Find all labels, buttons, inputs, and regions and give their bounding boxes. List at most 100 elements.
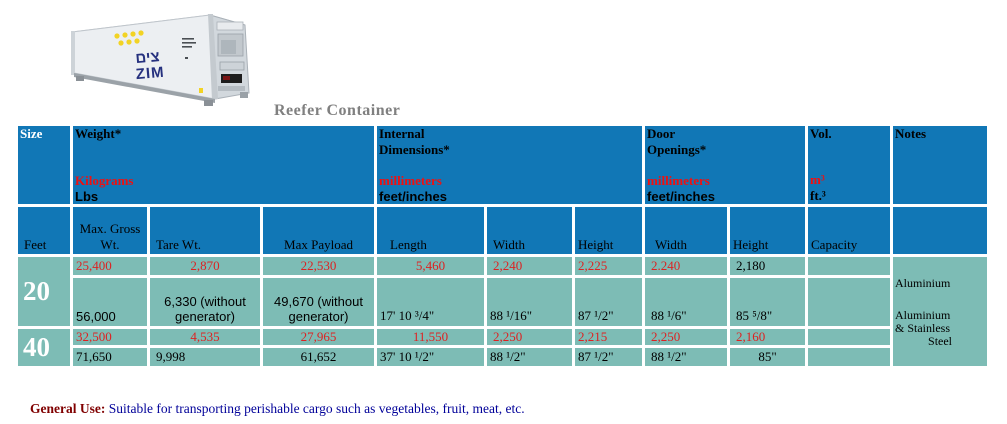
header-row-columns: Feet Max. Gross Wt. Tare Wt. Max Payload… <box>18 207 988 254</box>
cell-40-capacity-metric <box>808 329 891 345</box>
size-20-cell: 20 <box>18 257 70 326</box>
cell-20-in-door-height: 85 ⁵/8" <box>730 278 806 326</box>
size-40-label: 40 <box>23 332 50 362</box>
container-photo: צים ZIM <box>71 14 250 106</box>
cell-40-mm-door-width: 2,250 <box>645 329 728 345</box>
door-unit-metric: millimeters <box>647 173 710 188</box>
size-40-cell: 40 <box>18 329 70 366</box>
zim-logo-latin: ZIM <box>135 64 165 83</box>
zim-logo: צים ZIM <box>135 48 166 83</box>
row-40ft-imperial: 71,650 9,998 61,652 37' 10 ¹/2" 88 ¹/2" … <box>18 348 987 366</box>
internal-unit-metric: millimeters <box>379 173 442 188</box>
cell-40-kg-payload: 27,965 <box>263 329 375 345</box>
col-group-weight: Weight* Kilograms Lbs <box>73 126 375 204</box>
reefer-display <box>221 74 242 83</box>
cell-40-mm-length: 11,550 <box>377 329 485 345</box>
cell-40-lbs-tare: 9,998 <box>150 348 260 366</box>
subheader-max-gross-wt: Max. Gross Wt. <box>73 207 147 254</box>
reefer-vent <box>218 86 245 91</box>
subheader-feet: Feet <box>18 207 70 254</box>
reefer-mid-panel <box>219 61 245 71</box>
corner-fitting <box>240 92 248 98</box>
cell-20-mm-door-height: 2,180 <box>730 257 806 275</box>
stencil-markings <box>182 38 196 59</box>
col-header-notes: Notes <box>893 126 988 204</box>
cell-20-kg-tare: 2,870 <box>150 257 260 275</box>
cell-20-in-door-width: 88 ¹/6" <box>645 278 728 326</box>
size-header-label: Size <box>20 126 43 141</box>
subheader-capacity: Capacity <box>808 207 891 254</box>
corner-post <box>71 31 75 75</box>
subheader-door-width: Width <box>645 207 728 254</box>
subheader-door-height: Height <box>730 207 806 254</box>
reefer-grille <box>221 40 236 54</box>
cell-20-kg-gross: 25,400 <box>73 257 147 275</box>
cell-40-in-door-width: 88 ¹/2" <box>645 348 728 366</box>
cell-20-lbs-payload: 49,670 (without generator) <box>263 278 375 326</box>
col-header-size: Size <box>18 126 70 204</box>
subheader-tare-wt: Tare Wt. <box>150 207 260 254</box>
header-row-groups: Size Weight* Kilograms Lbs Internal Dime… <box>18 126 988 204</box>
row-20ft-metric: 20 25,400 2,870 22,530 5,460 2,240 2,225… <box>18 257 988 366</box>
col-group-volume: Vol. m³ ft.³ <box>808 126 891 204</box>
corner-fitting <box>76 76 84 81</box>
cell-40-mm-height: 2,215 <box>575 329 643 345</box>
col-group-door-openings: Door Openings* millimeters feet/inches <box>645 126 806 204</box>
door-unit-imperial: feet/inches <box>647 189 715 204</box>
cell-20-lbs-tare: 6,330 (without generator) <box>150 278 260 326</box>
reefer-top-panel <box>216 21 244 31</box>
corner-post <box>208 14 218 100</box>
cell-40-kg-gross: 32,500 <box>73 329 147 345</box>
notes-cell: Aluminium Aluminium & Stainless Steel <box>893 257 988 366</box>
subheader-height: Height <box>575 207 643 254</box>
page-title: Reefer Container <box>274 102 401 119</box>
cell-20-kg-payload: 22,530 <box>263 257 375 275</box>
yellow-dots <box>114 30 144 46</box>
cell-40-in-height: 87 ¹/2" <box>575 348 643 366</box>
cell-20-capacity-imperial <box>808 278 891 326</box>
corner-fitting <box>204 100 213 106</box>
weight-header-label: Weight* <box>75 126 122 141</box>
weight-unit-metric: Kilograms <box>75 173 134 188</box>
general-use-text: Suitable for transporting perishable car… <box>108 401 525 416</box>
cell-40-kg-tare: 4,535 <box>150 329 260 345</box>
subheader-width: Width <box>487 207 573 254</box>
volume-header-label: Vol. <box>810 126 832 141</box>
cell-20-in-height: 87 ¹/2" <box>575 278 643 326</box>
yellow-mark <box>199 88 203 93</box>
general-use-note: General Use: Suitable for transporting p… <box>30 401 525 417</box>
weight-unit-imperial: Lbs <box>75 189 99 204</box>
volume-unit-imperial: ft.³ <box>810 188 826 203</box>
internal-dimensions-header-label: Internal Dimensions* <box>379 126 450 157</box>
cell-40-lbs-payload: 61,652 <box>263 348 375 366</box>
row-40ft-metric: 40 32,500 4,535 27,965 11,550 2,250 2,21… <box>18 329 987 366</box>
volume-unit-metric: m³ <box>810 172 825 187</box>
door-openings-header-label: Door Openings* <box>647 126 707 157</box>
cell-20-mm-length: 5,460 <box>377 257 485 275</box>
bottom-rail <box>74 73 215 103</box>
size-20-label: 20 <box>23 276 50 306</box>
cell-40-in-length: 37' 10 ¹/2" <box>377 348 485 366</box>
reefer-spec-table: Size Weight* Kilograms Lbs Internal Dime… <box>15 123 991 369</box>
notes-line: Aluminium <box>895 276 951 290</box>
cell-20-lbs-gross: 56,000 <box>73 278 147 326</box>
subheader-length: Length <box>377 207 485 254</box>
cell-20-capacity-metric <box>808 257 891 275</box>
notes-line: Steel <box>928 334 953 348</box>
internal-unit-imperial: feet/inches <box>379 189 447 204</box>
row-20ft-imperial: 56,000 6,330 (without generator) 49,670 … <box>18 278 987 326</box>
cell-20-in-width: 88 ¹/16" <box>487 278 573 326</box>
zim-logo-hebrew: צים <box>135 48 161 67</box>
col-group-internal-dimensions: Internal Dimensions* millimeters feet/in… <box>377 126 643 204</box>
cell-40-capacity-imperial <box>808 348 891 366</box>
general-use-label: General Use: <box>30 401 106 416</box>
cell-40-mm-width: 2,250 <box>487 329 573 345</box>
notes-line: Aluminium <box>895 308 951 322</box>
notes-line <box>895 290 985 309</box>
cell-20-mm-height: 2,225 <box>575 257 643 275</box>
cell-20-mm-door-width: 2.240 <box>645 257 728 275</box>
subheader-max-payload: Max Payload <box>263 207 375 254</box>
reefer-display-readout <box>223 76 230 80</box>
cell-40-in-width: 88 ¹/2" <box>487 348 573 366</box>
subheader-notes-empty <box>893 207 988 254</box>
